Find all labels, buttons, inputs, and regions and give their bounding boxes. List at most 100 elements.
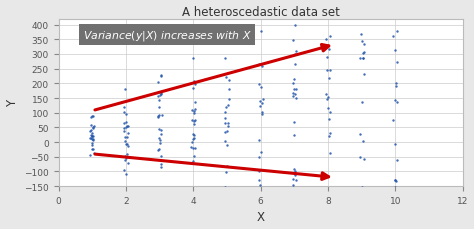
- Point: [292, 50, 300, 54]
- Point: [122, 156, 130, 160]
- Point: [157, 213, 165, 217]
- Point: [359, 52, 367, 56]
- Point: [155, 106, 163, 109]
- Point: [87, 137, 94, 141]
- Point: [124, 131, 131, 135]
- Point: [325, 118, 333, 122]
- Point: [393, 158, 401, 162]
- Point: [291, 77, 298, 81]
- Point: [223, 144, 231, 147]
- Point: [156, 139, 164, 142]
- Point: [121, 88, 128, 91]
- Point: [225, 98, 232, 101]
- Point: [255, 179, 263, 182]
- Point: [223, 165, 231, 168]
- Point: [325, 207, 333, 210]
- Point: [393, 60, 401, 64]
- Point: [191, 82, 199, 86]
- Point: [157, 163, 164, 166]
- Point: [392, 85, 400, 88]
- Point: [289, 95, 296, 98]
- Point: [190, 80, 197, 84]
- Point: [323, 68, 330, 72]
- Point: [392, 143, 399, 146]
- Point: [360, 51, 367, 55]
- Point: [291, 93, 299, 96]
- Point: [90, 115, 97, 119]
- Point: [326, 188, 333, 191]
- Point: [359, 13, 366, 17]
- Point: [256, 100, 264, 104]
- Point: [190, 110, 198, 114]
- Point: [221, 199, 229, 202]
- Point: [325, 187, 332, 190]
- Point: [89, 138, 97, 142]
- Point: [123, 121, 130, 124]
- Point: [392, 82, 400, 85]
- Point: [257, 30, 265, 34]
- Point: [89, 142, 96, 146]
- Point: [90, 126, 97, 130]
- Point: [191, 100, 199, 104]
- Point: [323, 56, 331, 60]
- Point: [359, 140, 367, 144]
- Point: [392, 187, 400, 190]
- Point: [259, 205, 266, 209]
- Point: [124, 124, 131, 128]
- Point: [359, 57, 367, 61]
- Point: [257, 14, 264, 18]
- Point: [155, 81, 162, 85]
- Point: [191, 107, 199, 111]
- Point: [390, 194, 398, 197]
- Point: [358, 3, 365, 7]
- Point: [90, 151, 98, 155]
- Point: [325, 135, 333, 139]
- Point: [292, 178, 300, 182]
- Point: [255, 63, 263, 67]
- Point: [256, 221, 264, 224]
- Point: [158, 114, 165, 118]
- Point: [223, 129, 230, 133]
- Point: [356, 156, 364, 159]
- Point: [258, 113, 266, 116]
- Point: [393, 30, 401, 34]
- Point: [123, 153, 130, 156]
- Point: [191, 123, 198, 127]
- Point: [124, 145, 131, 149]
- Point: [291, 207, 299, 211]
- Point: [325, 106, 332, 110]
- Point: [322, 222, 330, 226]
- Point: [120, 129, 128, 133]
- Point: [123, 125, 130, 128]
- Point: [122, 125, 130, 129]
- Point: [259, 224, 266, 228]
- Point: [188, 145, 195, 149]
- Point: [189, 188, 196, 192]
- Point: [221, 117, 229, 120]
- Point: [191, 119, 198, 123]
- Point: [189, 141, 196, 144]
- Point: [157, 93, 164, 96]
- Point: [392, 98, 399, 102]
- Point: [291, 173, 299, 177]
- Point: [224, 124, 232, 128]
- Point: [189, 57, 196, 61]
- Point: [326, 190, 334, 194]
- Point: [87, 129, 94, 133]
- Point: [326, 69, 334, 73]
- Point: [322, 38, 330, 41]
- Point: [120, 105, 128, 109]
- Point: [390, 118, 397, 122]
- Point: [222, 106, 229, 109]
- Point: [189, 138, 197, 141]
- Point: [191, 146, 199, 150]
- Point: [156, 93, 164, 97]
- Point: [88, 143, 96, 147]
- Point: [89, 126, 97, 130]
- Point: [189, 159, 197, 163]
- Point: [391, 49, 399, 53]
- Point: [326, 151, 334, 155]
- Point: [190, 133, 197, 136]
- Point: [326, 35, 333, 39]
- Point: [223, 76, 230, 80]
